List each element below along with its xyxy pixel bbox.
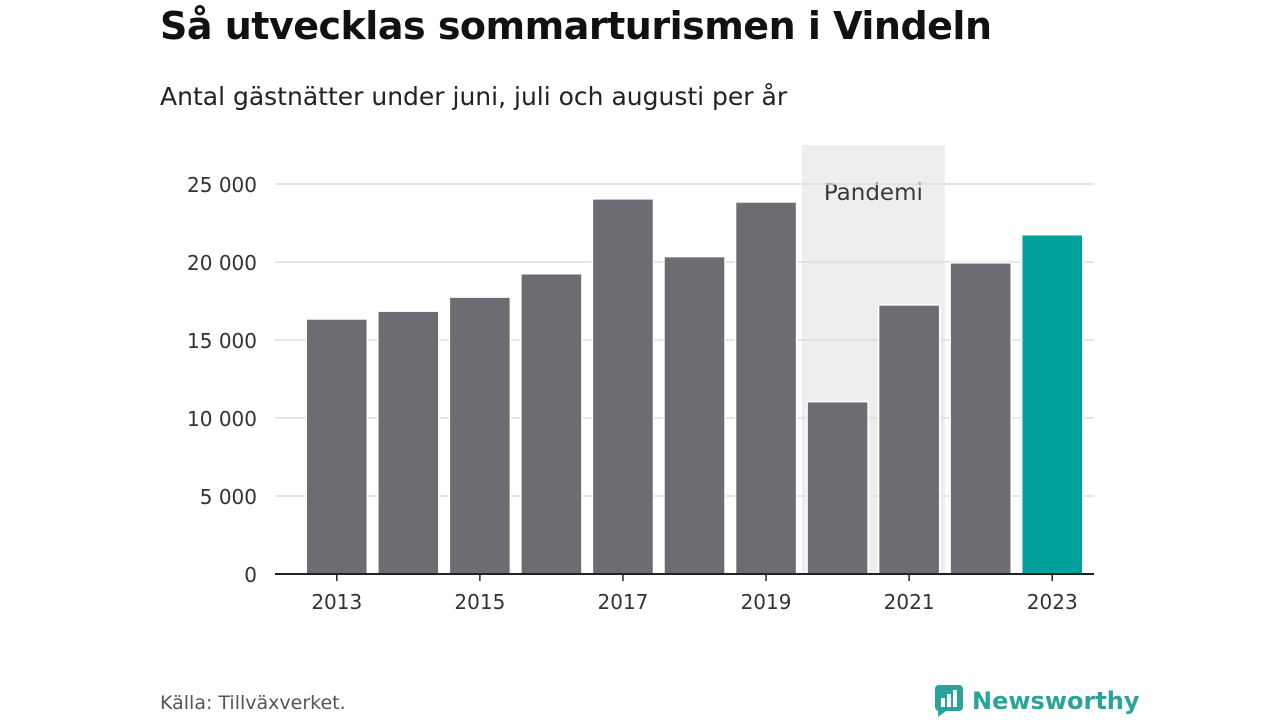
bar <box>736 202 796 574</box>
bar <box>879 305 939 574</box>
bar <box>807 402 868 574</box>
chart-subtitle: Antal gästnätter under juni, juli och au… <box>160 82 788 111</box>
bar <box>1022 235 1082 575</box>
x-tick-label: 2013 <box>311 590 362 614</box>
brand-logo: Newsworthy <box>934 684 1140 718</box>
bar <box>307 319 367 574</box>
y-tick-label: 0 <box>244 563 257 587</box>
x-tick-label: 2017 <box>598 590 649 614</box>
newsworthy-logo-icon <box>935 685 963 717</box>
x-tick-label: 2015 <box>454 590 505 614</box>
y-tick-label: 5 000 <box>200 485 257 509</box>
x-tick-label: 2023 <box>1027 590 1078 614</box>
y-tick-label: 20 000 <box>187 251 257 275</box>
y-tick-label: 10 000 <box>187 407 257 431</box>
brand-name: Newsworthy <box>972 687 1140 715</box>
bar <box>450 297 510 574</box>
source-note: Källa: Tillväxverket. <box>160 692 346 714</box>
bar <box>521 274 582 574</box>
y-tick-label: 15 000 <box>187 329 257 353</box>
x-tick-label: 2019 <box>741 590 792 614</box>
bar <box>950 263 1011 574</box>
x-tick-label: 2021 <box>884 590 935 614</box>
y-tick-label: 25 000 <box>187 173 257 197</box>
bar <box>664 257 725 574</box>
chart-title: Så utvecklas sommarturismen i Vindeln <box>160 4 992 48</box>
bar <box>378 311 439 574</box>
bar <box>593 199 653 574</box>
